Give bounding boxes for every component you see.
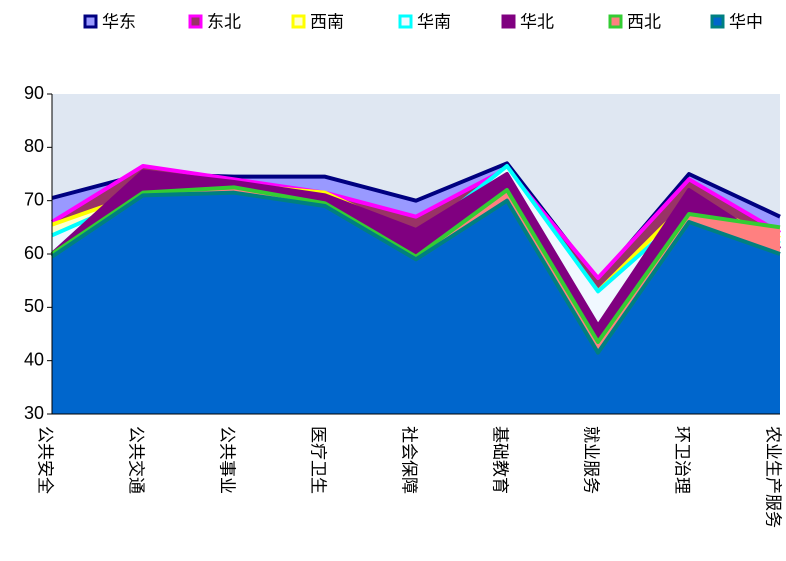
legend-marker (501, 14, 516, 29)
y-tick-label: 70 (24, 189, 44, 209)
legend-marker (83, 14, 98, 29)
legend-label: 东北 (207, 13, 241, 33)
legend-label: 华南 (417, 13, 451, 33)
legend-label: 西北 (627, 13, 661, 33)
area-line (50, 185, 781, 344)
area-line (50, 169, 782, 328)
y-tick-label: 80 (24, 136, 44, 156)
x-tick-label: 公共事业 (217, 426, 237, 494)
legend-marker (608, 14, 623, 29)
x-tick-label: 环卫治理 (672, 426, 692, 494)
x-tick-label: 医疗卫生 (308, 426, 328, 494)
x-tick-label: 公共安全 (35, 426, 55, 494)
x-tick-label: 农业生产服务 (763, 426, 783, 528)
legend-label: 华东 (102, 13, 136, 33)
y-tick-label: 50 (24, 296, 44, 316)
legend-label: 华北 (520, 13, 554, 33)
x-tick-label: 就业服务 (581, 426, 601, 494)
legend-marker (398, 14, 413, 29)
legend-marker (291, 14, 306, 29)
x-tick-label: 公共交通 (126, 426, 146, 494)
y-tick-label: 90 (24, 83, 44, 103)
y-tick-label: 60 (24, 243, 44, 263)
y-tick-label: 30 (24, 403, 44, 423)
area (52, 192, 780, 414)
legend-marker (710, 14, 725, 29)
legend-marker (188, 14, 203, 29)
x-tick-label: 社会保障 (399, 426, 419, 494)
legend-label: 华中 (729, 13, 763, 33)
legend-label: 西南 (310, 13, 344, 33)
area-line (50, 190, 781, 355)
area-line (50, 164, 782, 280)
x-tick-label: 基础教育 (490, 426, 510, 494)
y-tick-label: 40 (24, 349, 44, 369)
